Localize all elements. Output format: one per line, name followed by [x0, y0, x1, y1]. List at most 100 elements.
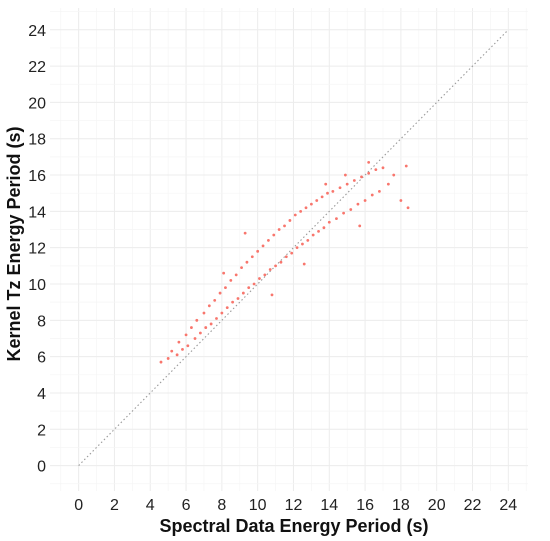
x-tick-label: 22 [464, 497, 482, 514]
data-point [381, 166, 385, 170]
y-tick-label: 12 [28, 241, 46, 258]
data-point [177, 340, 181, 344]
y-tick-label: 24 [28, 23, 46, 40]
data-point [326, 191, 329, 195]
x-tick-label: 2 [110, 497, 119, 514]
data-point [386, 182, 390, 186]
data-point [209, 322, 213, 326]
data-point [356, 202, 360, 206]
x-tick-label: 4 [146, 497, 155, 514]
y-tick-label: 6 [37, 350, 46, 367]
x-axis-title: Spectral Data Energy Period (s) [159, 516, 428, 536]
y-tick-label: 16 [28, 168, 46, 185]
y-tick-label: 4 [37, 386, 46, 403]
data-point [367, 160, 371, 164]
data-points [159, 160, 410, 364]
x-tick-label: 20 [428, 497, 446, 514]
data-point [234, 273, 238, 277]
data-point [358, 224, 362, 228]
data-point [241, 291, 245, 295]
data-point [250, 255, 254, 259]
data-point [258, 277, 261, 280]
data-point [213, 298, 217, 302]
data-point [202, 311, 206, 315]
y-tick-label: 8 [37, 313, 46, 330]
data-point [279, 260, 283, 264]
data-point [190, 326, 193, 329]
data-point [302, 262, 306, 266]
data-point [370, 193, 374, 197]
data-point [207, 304, 211, 308]
x-tick-label: 0 [74, 497, 83, 514]
data-point [198, 331, 202, 335]
data-point [399, 199, 403, 202]
y-axis-title: Kernel Tz Energy Period (s) [4, 126, 24, 361]
grid [50, 8, 528, 491]
data-point [231, 300, 235, 304]
y-tick-label: 10 [28, 277, 46, 294]
data-point [327, 220, 331, 224]
x-tick-label: 14 [320, 497, 338, 514]
data-point [243, 231, 247, 235]
data-point [304, 206, 308, 210]
x-tick-label: 8 [217, 497, 226, 514]
data-point [181, 347, 184, 351]
data-point [166, 357, 170, 360]
x-tick-label: 16 [356, 497, 374, 514]
x-tick-label: 6 [182, 497, 191, 514]
data-point [272, 233, 276, 237]
data-point [360, 175, 363, 179]
data-point [175, 353, 179, 357]
data-point [225, 306, 229, 310]
y-tick-label: 18 [28, 132, 46, 149]
data-point [392, 173, 396, 177]
data-point [283, 224, 286, 228]
data-point [215, 317, 218, 320]
data-point [204, 326, 208, 329]
data-point [252, 282, 256, 286]
y-tick-label: 20 [28, 95, 46, 112]
data-point [322, 226, 326, 230]
data-point [240, 266, 243, 270]
data-point [224, 286, 227, 290]
data-point [306, 239, 310, 242]
x-tick-labels: 0 2 4 6 8 10 12 14 16 18 20 22 24 [74, 497, 517, 514]
data-point [378, 189, 381, 193]
data-point [222, 271, 226, 275]
data-point [263, 273, 267, 277]
data-point [284, 255, 288, 259]
data-point [349, 208, 353, 211]
x-tick-label: 24 [499, 497, 517, 514]
data-point [229, 278, 233, 282]
data-point [345, 182, 349, 186]
data-point [193, 337, 197, 340]
data-point [268, 268, 272, 271]
data-point [338, 186, 342, 190]
data-point [324, 182, 328, 186]
data-point [236, 297, 240, 300]
y-tick-label: 22 [28, 59, 46, 76]
data-point [288, 219, 292, 222]
y-tick-label: 0 [37, 459, 46, 476]
data-point [195, 318, 199, 322]
x-tick-label: 18 [392, 497, 410, 514]
data-point [299, 209, 303, 213]
data-point [331, 189, 335, 193]
data-point [184, 333, 188, 337]
data-point [309, 202, 313, 206]
data-point [256, 249, 260, 253]
data-point [245, 260, 249, 264]
data-point [170, 349, 174, 353]
data-point [320, 195, 324, 199]
data-point [342, 211, 345, 215]
data-point [404, 164, 408, 168]
data-point [293, 213, 297, 217]
x-tick-label: 10 [249, 497, 267, 514]
data-point [311, 233, 315, 237]
x-tick-label: 12 [285, 497, 303, 514]
data-point [301, 242, 304, 246]
data-point [218, 291, 222, 295]
data-point [374, 168, 378, 172]
data-point [159, 360, 163, 364]
